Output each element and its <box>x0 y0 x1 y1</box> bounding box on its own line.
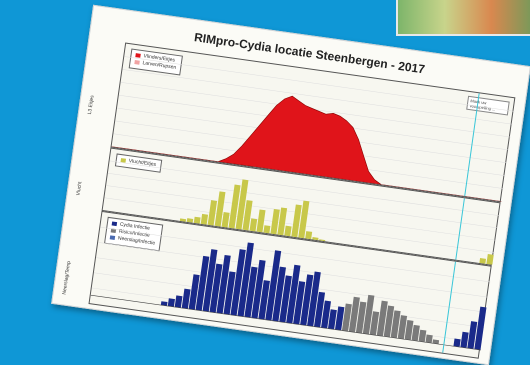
gridline <box>122 69 513 125</box>
navy-bar <box>293 281 306 325</box>
gridline <box>98 242 489 298</box>
ylabel-middle: Vlucht <box>75 181 84 196</box>
navy-bar <box>237 242 254 317</box>
yellow-bar <box>277 207 288 236</box>
yellow-bar <box>221 211 230 228</box>
yellow-bar <box>312 237 319 241</box>
yellow-bar <box>207 200 218 226</box>
grey-bar <box>411 324 420 342</box>
gridline <box>104 197 495 253</box>
ylabel-top: L3 Eitjes <box>86 94 96 115</box>
x-axis <box>90 294 481 351</box>
panel-flight-bars: Vlucht/Eitjes <box>101 147 501 266</box>
navy-bar <box>167 298 175 307</box>
yellow-bar <box>486 254 494 265</box>
grey-bar <box>383 305 395 338</box>
flight-area <box>111 95 502 202</box>
gridline <box>107 172 499 229</box>
yellow-bar <box>263 225 271 234</box>
infection-bar-svg <box>90 226 491 353</box>
navy-bar <box>265 250 282 321</box>
navy-bar <box>327 309 337 330</box>
yellow-bar <box>270 208 280 235</box>
gridline <box>100 226 491 283</box>
navy-bar <box>314 291 326 328</box>
navy-bar <box>460 331 469 349</box>
navy-bar <box>195 255 210 311</box>
chart-card: RIMpro-Cydia locatie Steenbergen - 2017 … <box>51 4 530 365</box>
grey-bar <box>348 296 360 333</box>
yellow-bar <box>284 225 292 237</box>
map-thumbnail <box>396 0 530 36</box>
yellow-bar <box>291 204 302 238</box>
grey-bar <box>341 303 352 332</box>
grey-bar <box>376 300 388 337</box>
navy-bar <box>209 263 223 313</box>
yellow-bar <box>235 179 249 230</box>
gridline <box>109 160 500 216</box>
navy-bar <box>321 300 331 329</box>
gridline <box>106 185 497 241</box>
navy-bar <box>244 266 258 318</box>
navy-bar <box>258 280 270 320</box>
grey-bar <box>390 310 401 339</box>
navy-bar <box>174 295 183 308</box>
grey-bar <box>397 315 408 340</box>
yellow-bar <box>200 213 209 225</box>
gridline <box>124 56 515 112</box>
yellow-bar <box>249 218 258 232</box>
panel-infection: Cydia Infectie Risico/Infectie Neerslag/… <box>88 210 492 359</box>
navy-bar <box>216 254 231 314</box>
yellow-bar <box>298 200 310 239</box>
grey-bar <box>404 320 414 341</box>
navy-bar <box>272 266 286 322</box>
today-marker-line <box>464 93 480 197</box>
yellow-bar <box>242 200 253 231</box>
navy-bar <box>279 275 292 323</box>
grey-bar <box>369 311 380 336</box>
navy-bar <box>335 306 345 331</box>
navy-bar <box>474 306 487 350</box>
navy-bar <box>202 249 218 312</box>
navy-bar <box>286 264 301 324</box>
yellow-bar-svg <box>104 160 500 265</box>
grey-bar <box>432 339 440 345</box>
yellow-bar <box>228 184 241 229</box>
navy-bar <box>467 321 478 349</box>
yellow-bar <box>186 218 194 223</box>
grey-bar <box>418 329 427 343</box>
navy-bar <box>223 271 236 315</box>
yellow-bar <box>256 209 266 233</box>
gridline <box>93 272 485 328</box>
grey-bar <box>355 301 367 334</box>
yellow-bar <box>179 218 187 222</box>
today-marker-line <box>455 198 465 260</box>
navy-bar <box>251 259 266 319</box>
grey-bar <box>425 334 433 344</box>
navy-bar <box>307 271 321 327</box>
grey-bar <box>362 294 375 335</box>
panel-flight: Vlinders/Eitjes Larven/Rupsen Maak uw vo… <box>110 42 516 203</box>
ylabel-bottom: Neerslag/Temp <box>61 260 73 295</box>
yellow-bar <box>214 191 226 227</box>
yellow-bar <box>305 231 313 240</box>
navy-bar <box>181 288 191 309</box>
yellow-bar <box>479 258 487 264</box>
navy-bar <box>300 274 314 326</box>
yellow-bar <box>193 216 201 224</box>
yellow-bar <box>319 239 326 242</box>
navy-bar <box>230 249 246 316</box>
navy-bar <box>188 274 200 310</box>
navy-bar <box>453 338 461 348</box>
today-marker-line <box>442 261 456 353</box>
area-chart-svg <box>111 56 515 202</box>
navy-bar <box>160 301 168 306</box>
gridline <box>95 257 487 313</box>
